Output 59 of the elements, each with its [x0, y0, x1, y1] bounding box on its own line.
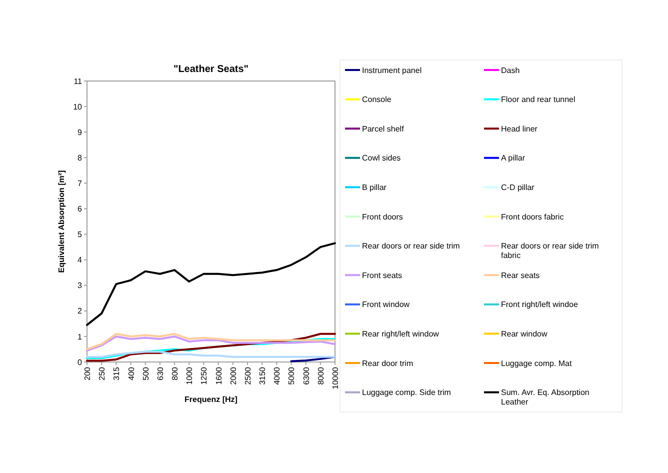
y-tick-label: 7	[78, 178, 83, 188]
chart-title: "Leather Seats"	[173, 64, 249, 75]
legend-label: Parcel shelf	[362, 124, 405, 134]
legend-label: Luggage comp. Mat	[501, 358, 572, 368]
legend-label: Dash	[501, 66, 520, 75]
legend-label: Head liner	[501, 124, 538, 134]
line-series	[86, 332, 336, 362]
legend-label: Front window	[362, 300, 410, 310]
legend-label: Rear doors or rear side trim fabric	[501, 242, 600, 260]
x-tick-label: 500	[141, 366, 150, 380]
y-tick-label: 5	[78, 230, 83, 240]
y-tick-label: 10	[73, 102, 83, 112]
legend-label: Rear right/left window	[362, 330, 440, 338]
y-tick-label: 4	[78, 256, 83, 265]
x-tick-label: 1600	[214, 366, 224, 385]
legend-label: Sum. Avr. Eq. Absorption Leather	[501, 388, 590, 406]
y-tick-label: 3	[78, 281, 83, 290]
legend-label: Floor and rear tunnel	[501, 95, 576, 104]
x-tick-label: 4000	[272, 366, 282, 385]
legend-label: B pillar	[362, 183, 387, 192]
y-tick-label: 6	[78, 204, 83, 214]
x-tick-label: 315	[112, 366, 122, 380]
legend-label: Rear door trim	[362, 358, 414, 368]
legend-label: C-D pillar	[501, 183, 535, 192]
legend-label: Rear doors or rear side trim	[362, 242, 460, 251]
legend-label: A pillar	[501, 154, 526, 163]
x-tick-label: 8000	[316, 366, 326, 385]
x-tick-label: 2000	[228, 366, 238, 385]
y-tick-label: 8	[78, 153, 83, 162]
y-tick-label: 2	[78, 306, 83, 316]
y-axis-title: Equivalent Absorption [m²]	[57, 170, 66, 273]
x-axis-title: Frequenz [Hz]	[184, 395, 238, 404]
x-tick-label: 1000	[185, 366, 194, 385]
legend-label: Front doors fabric	[501, 212, 564, 222]
x-tick-label: 6300	[302, 366, 311, 385]
legend-label: Front seats	[362, 270, 402, 280]
y-tick-label: 9	[78, 128, 83, 137]
legend-label: Front right/left windoe	[501, 300, 578, 310]
legend-label: Instrument panel	[362, 66, 422, 75]
legend-label: Front doors	[362, 212, 403, 222]
y-tick-label: 11	[74, 76, 83, 86]
x-tick-label: 3150	[258, 366, 268, 385]
legend-label: Luggage comp. Side trim	[362, 388, 452, 398]
x-tick-label: 2500	[243, 366, 252, 385]
legend-label: Rear window	[501, 330, 548, 338]
legend-label: Rear seats	[501, 270, 540, 280]
x-tick-label: 800	[170, 366, 180, 380]
x-tick-label: 630	[156, 366, 165, 380]
x-tick-label: 400	[126, 366, 136, 380]
x-tick-label: 200	[83, 366, 92, 380]
y-tick-label: 0	[78, 358, 83, 367]
x-tick-label: 10000	[331, 366, 340, 390]
x-tick-label: 5000	[287, 366, 296, 385]
x-tick-label: 250	[98, 366, 107, 380]
line-series	[86, 242, 336, 326]
x-tick-label: 1250	[200, 366, 209, 385]
legend-label: Console	[362, 95, 392, 104]
legend-label: Cowl sides	[362, 154, 401, 163]
y-tick-label: 1	[78, 332, 83, 342]
